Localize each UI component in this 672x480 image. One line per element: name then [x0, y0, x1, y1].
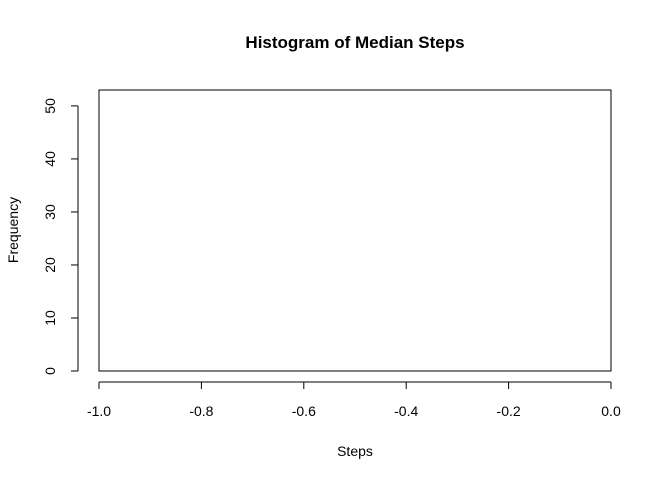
y-tick-label: 20 [42, 257, 58, 273]
x-tick-label: -0.2 [497, 403, 521, 419]
x-tick-label: -0.4 [394, 403, 418, 419]
y-tick-label: 10 [42, 310, 58, 326]
y-axis: 0 10 20 30 40 50 [42, 98, 79, 375]
y-axis-label: Frequency [5, 197, 21, 263]
y-tick-label: 30 [42, 204, 58, 220]
y-tick-label: 50 [42, 98, 58, 114]
y-tick-label: 0 [42, 367, 58, 375]
chart-title: Histogram of Median Steps [245, 33, 464, 52]
histogram-bars [98, 89, 612, 372]
x-tick-label: -1.0 [87, 403, 111, 419]
x-axis: -1.0 -0.8 -0.6 -0.4 -0.2 0.0 [87, 381, 621, 419]
y-tick-label: 40 [42, 151, 58, 167]
x-tick-label: -0.8 [189, 403, 213, 419]
x-axis-label: Steps [337, 443, 373, 459]
histogram-bar [98, 89, 612, 372]
x-tick-label: -0.6 [292, 403, 316, 419]
x-tick-label: 0.0 [601, 403, 621, 419]
